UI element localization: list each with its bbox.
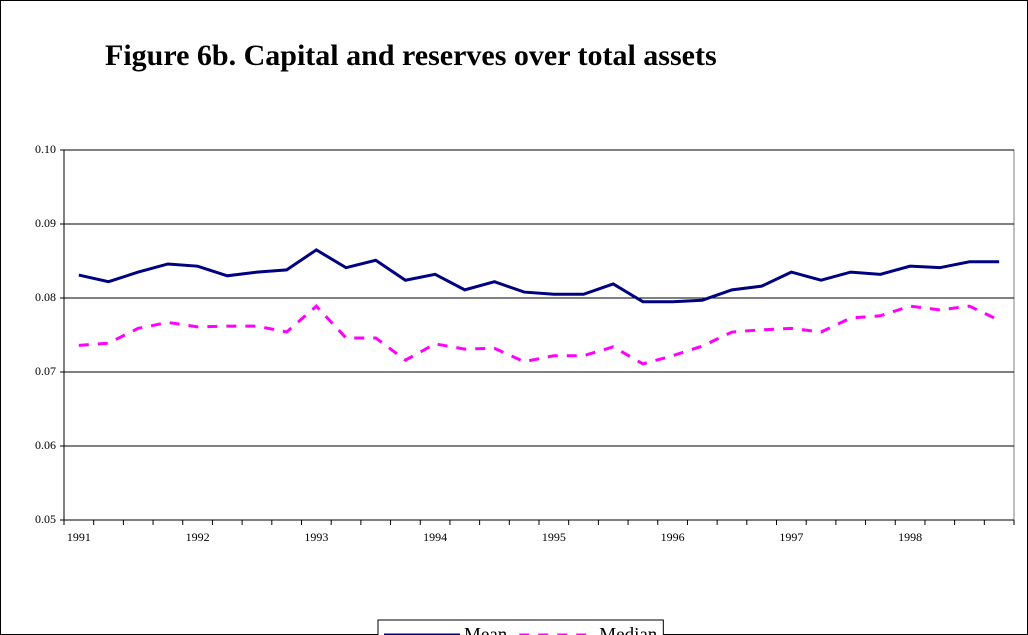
legend-box: [377, 619, 664, 635]
y-tick-label: 0.07: [35, 364, 56, 378]
chart-title: Figure 6b. Capital and reserves over tot…: [105, 39, 717, 72]
legend-label: Mean: [464, 624, 508, 635]
y-tick-label: 0.06: [35, 438, 56, 452]
x-tick-label: 1996: [661, 530, 685, 544]
y-tick-label: 0.10: [35, 142, 56, 156]
x-tick-label: 1991: [67, 530, 91, 544]
series-line: [78, 248, 1000, 304]
series-line: [78, 304, 1000, 366]
y-tick-label: 0.09: [35, 216, 56, 230]
y-tick-label: 0.08: [35, 290, 56, 304]
x-tick-label: 1992: [186, 530, 210, 544]
x-tick-label: 1998: [898, 530, 922, 544]
y-tick-label: 0.05: [35, 512, 56, 526]
x-tick-label: 1997: [779, 530, 803, 544]
plot-area: [63, 149, 1015, 521]
x-tick-label: 1994: [423, 530, 447, 544]
x-tick-label: 1995: [542, 530, 566, 544]
legend-label: Median: [599, 624, 658, 635]
x-tick-label: 1993: [304, 530, 328, 544]
